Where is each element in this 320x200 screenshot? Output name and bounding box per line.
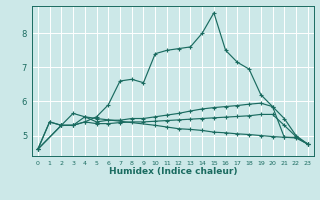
X-axis label: Humidex (Indice chaleur): Humidex (Indice chaleur) xyxy=(108,167,237,176)
